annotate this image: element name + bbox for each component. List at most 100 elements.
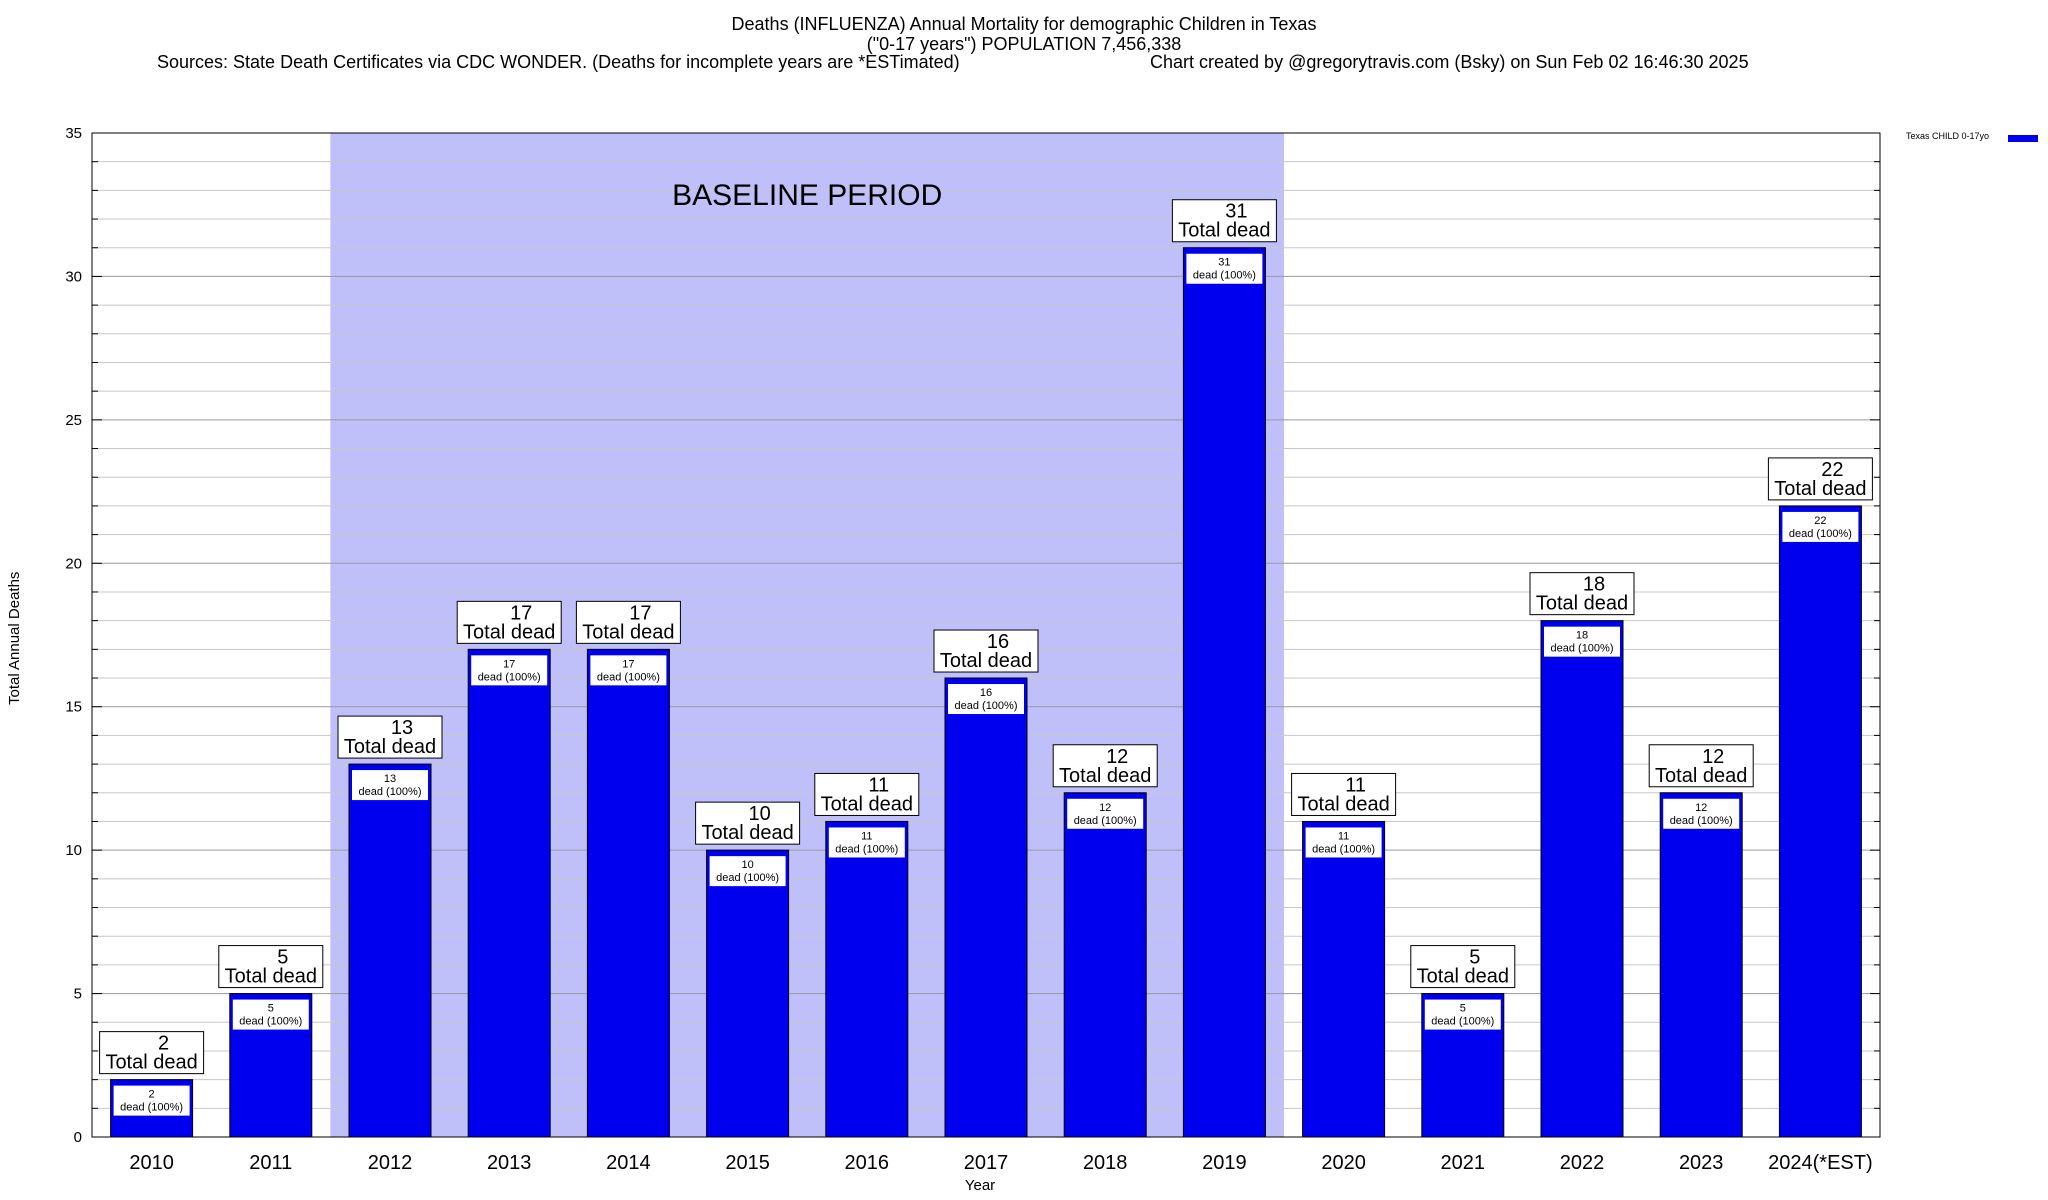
bar-inner-label: dead (100%) bbox=[120, 1102, 183, 1114]
bar-total-label-box bbox=[1529, 572, 1635, 616]
bar-inner-label-box bbox=[113, 1085, 190, 1116]
bar-inner-value: 31 bbox=[1218, 257, 1230, 269]
bar-total-label-box bbox=[1171, 199, 1277, 243]
y-tick-label: 0 bbox=[74, 1129, 82, 1146]
bar bbox=[1540, 620, 1624, 1138]
bar-inner-value: 11 bbox=[1338, 830, 1349, 842]
bar-total-label-box bbox=[1410, 945, 1516, 989]
x-tick-label: 2024(*EST) bbox=[1768, 1152, 1873, 1174]
bar-inner-label-box bbox=[471, 655, 548, 686]
y-tick-label: 20 bbox=[65, 555, 82, 572]
bar-inner-label-box bbox=[1424, 999, 1501, 1030]
bar-inner-label-box bbox=[1663, 798, 1740, 829]
bar-total-label: Total dead bbox=[701, 822, 793, 844]
x-tick-label: 2021 bbox=[1441, 1152, 1486, 1174]
bar-total-value: 12 bbox=[1106, 746, 1128, 768]
bar-total-label: Total dead bbox=[1536, 593, 1628, 615]
bar bbox=[348, 763, 432, 1138]
bar-total-label-box bbox=[456, 600, 562, 644]
bar-total-label: Total dead bbox=[940, 650, 1032, 672]
chart-title-line-2: ("0-17 years") POPULATION 7,456,338 bbox=[866, 34, 1182, 54]
bar-total-value: 16 bbox=[987, 631, 1009, 653]
bar bbox=[944, 677, 1028, 1138]
bar-inner-value: 5 bbox=[268, 1003, 274, 1015]
bar-total-label: Total dead bbox=[1774, 478, 1866, 500]
bar-total-label: Total dead bbox=[1059, 765, 1151, 787]
bar-total-value: 17 bbox=[510, 602, 532, 624]
bar-inner-label: dead (100%) bbox=[955, 700, 1018, 712]
bar bbox=[1659, 792, 1743, 1138]
bar-inner-label: dead (100%) bbox=[1074, 815, 1137, 827]
bar-total-label: Total dead bbox=[582, 621, 674, 643]
x-tick-label: 2023 bbox=[1679, 1152, 1724, 1174]
bar-total-label-box bbox=[575, 600, 681, 644]
bar-inner-value: 16 bbox=[980, 687, 992, 699]
bar-inner-value: 13 bbox=[384, 773, 396, 785]
x-tick-label: 2017 bbox=[964, 1152, 1009, 1174]
bar-total-value: 11 bbox=[1345, 774, 1366, 796]
bar bbox=[1302, 820, 1386, 1138]
bar-total-label-box bbox=[99, 1031, 205, 1075]
bar-inner-label: dead (100%) bbox=[835, 843, 898, 855]
bar-inner-label-box bbox=[1544, 626, 1620, 657]
bar bbox=[706, 849, 790, 1138]
bar-inner-value: 22 bbox=[1814, 515, 1826, 527]
bar-total-label-box bbox=[218, 945, 324, 989]
bar-inner-label: dead (100%) bbox=[1431, 1016, 1494, 1028]
legend-label: Texas CHILD 0-17yo bbox=[1906, 131, 1990, 141]
bar-inner-label: dead (100%) bbox=[597, 671, 660, 683]
bar-total-label: Total dead bbox=[1417, 966, 1509, 988]
x-tick-label: 2011 bbox=[249, 1152, 292, 1174]
bar bbox=[1778, 505, 1862, 1138]
baseline-period-label: BASELINE PERIOD bbox=[672, 179, 942, 212]
y-tick-label: 10 bbox=[65, 842, 82, 859]
bar-total-label: Total dead bbox=[821, 793, 913, 815]
bar-inner-label-box bbox=[1067, 798, 1144, 829]
x-tick-label: 2018 bbox=[1083, 1152, 1128, 1174]
bar-total-label-box bbox=[695, 801, 801, 845]
bar-inner-label: dead (100%) bbox=[478, 671, 541, 683]
x-tick-label: 2012 bbox=[368, 1152, 413, 1174]
bar-total-value: 10 bbox=[748, 803, 770, 825]
y-tick-label: 15 bbox=[65, 699, 82, 716]
bar-total-value: 2 bbox=[158, 1033, 169, 1055]
bar-inner-value: 17 bbox=[622, 658, 634, 670]
bar-inner-value: 11 bbox=[861, 830, 872, 842]
x-tick-label: 2020 bbox=[1321, 1152, 1366, 1174]
sources-note: Sources: State Death Certificates via CD… bbox=[157, 52, 960, 72]
bar-total-label: Total dead bbox=[1297, 793, 1389, 815]
x-tick-label: 2022 bbox=[1560, 1152, 1605, 1174]
chart-subtitle: Sources: State Death Certificates via CD… bbox=[0, 52, 2048, 74]
bar-inner-label-box bbox=[1782, 511, 1859, 542]
bar bbox=[586, 648, 670, 1138]
bar-inner-label-box bbox=[948, 684, 1024, 715]
bar-total-label: Total dead bbox=[225, 966, 317, 988]
bar-inner-label: dead (100%) bbox=[1312, 843, 1375, 855]
bar-total-value: 22 bbox=[1821, 459, 1843, 481]
bar-total-label: Total dead bbox=[1655, 765, 1747, 787]
y-tick-label: 5 bbox=[74, 986, 82, 1003]
bar-total-label-box bbox=[1648, 744, 1754, 788]
bar-inner-label: dead (100%) bbox=[1193, 270, 1256, 282]
bar-inner-value: 2 bbox=[149, 1089, 155, 1101]
bar-inner-label: dead (100%) bbox=[1670, 815, 1733, 827]
x-axis-label: Year bbox=[964, 1177, 996, 1194]
x-tick-label: 2014 bbox=[606, 1152, 651, 1174]
bar-total-label: Total dead bbox=[1178, 220, 1270, 242]
x-tick-label: 2019 bbox=[1202, 1152, 1247, 1174]
bar-total-label-box bbox=[1767, 457, 1873, 501]
bar-inner-value: 17 bbox=[503, 658, 515, 670]
bar-total-value: 13 bbox=[391, 717, 413, 739]
bar-total-label: Total dead bbox=[344, 736, 436, 758]
bar-total-value: 5 bbox=[277, 947, 288, 969]
y-tick-label: 35 bbox=[65, 125, 82, 142]
bar bbox=[1063, 792, 1147, 1138]
bar bbox=[1182, 247, 1266, 1138]
bar-inner-value: 12 bbox=[1099, 802, 1111, 814]
bar-total-value: 17 bbox=[629, 602, 651, 624]
bar-inner-value: 10 bbox=[741, 859, 753, 871]
bar-total-label-box bbox=[1052, 744, 1158, 788]
legend-swatch bbox=[2008, 135, 2038, 142]
bar-inner-label-box bbox=[590, 655, 667, 686]
